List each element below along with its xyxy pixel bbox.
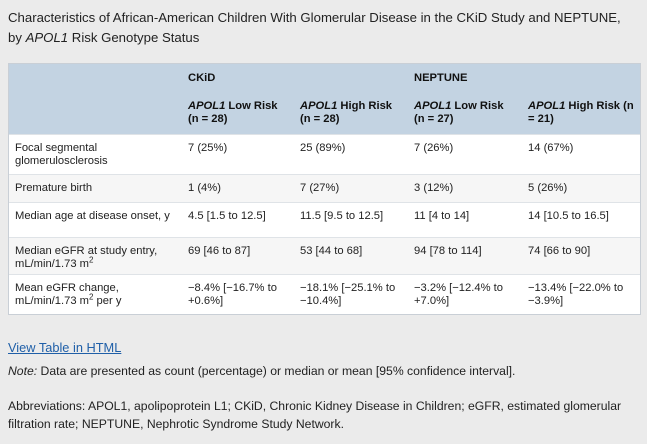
- corner-cell-2: [9, 98, 182, 135]
- table-cell: 94 [78 to 114]: [408, 237, 523, 275]
- table-cell: 74 [66 to 90]: [522, 237, 641, 275]
- table-cell: −18.1% [−25.1% to −10.4%]: [294, 274, 409, 314]
- caption-gene: APOL1: [25, 30, 69, 45]
- table-cell: 14 [10.5 to 16.5]: [522, 202, 641, 238]
- table-cell: 69 [46 to 87]: [182, 237, 294, 275]
- note-label: Note:: [8, 364, 38, 378]
- table-row: Premature birth 1 (4%) 7 (27%) 3 (12%) 5…: [9, 174, 641, 203]
- characteristics-table: CKiD NEPTUNE APOL1 Low Risk (n = 28) APO…: [9, 64, 641, 314]
- group-header-row: CKiD NEPTUNE: [9, 64, 641, 98]
- table-note: Note: Data are presented as count (perce…: [8, 362, 640, 380]
- table-cell: 7 (25%): [182, 134, 294, 175]
- column-header: APOL1 High Risk (n = 28): [300, 100, 393, 125]
- row-label: Focal segmental glomerulosclerosis: [9, 134, 182, 175]
- table-cell: 3 (12%): [408, 174, 523, 203]
- row-label: Premature birth: [9, 174, 182, 203]
- table-row: Median age at disease onset, y 4.5 [1.5 …: [9, 202, 641, 238]
- table-cell: 11.5 [9.5 to 12.5]: [294, 202, 409, 238]
- table-cell: 7 (26%): [408, 134, 523, 175]
- abbreviations-text: Abbreviations: APOL1, apolipoprotein L1;…: [8, 399, 622, 431]
- table-cell: 7 (27%): [294, 174, 409, 203]
- table-row: Median eGFR at study entry, mL/min/1.73 …: [9, 237, 641, 275]
- table-cell: 4.5 [1.5 to 12.5]: [182, 202, 294, 238]
- view-table-html-link[interactable]: View Table in HTML: [8, 340, 122, 355]
- table-cell: 14 (67%): [522, 134, 641, 175]
- column-header-row: APOL1 Low Risk (n = 28) APOL1 High Risk …: [9, 98, 641, 135]
- table-row: Mean eGFR change, mL/min/1.73 m2 per y −…: [9, 274, 641, 314]
- row-label: Mean eGFR change, mL/min/1.73 m2 per y: [9, 274, 182, 314]
- corner-cell: [9, 64, 182, 98]
- table-cell: −8.4% [−16.7% to +0.6%]: [182, 274, 294, 314]
- column-header: APOL1 Low Risk (n = 28): [188, 100, 278, 125]
- table-cell: −3.2% [−12.4% to +7.0%]: [408, 274, 523, 314]
- column-header: APOL1 High Risk (n = 21): [528, 100, 634, 125]
- row-label: Median eGFR at study entry, mL/min/1.73 …: [9, 237, 182, 275]
- table-cell: 1 (4%): [182, 174, 294, 203]
- data-table-container: CKiD NEPTUNE APOL1 Low Risk (n = 28) APO…: [8, 63, 641, 315]
- table-cell: 53 [44 to 68]: [294, 237, 409, 275]
- table-cell: 25 (89%): [294, 134, 409, 175]
- caption-suffix: Risk Genotype Status: [68, 30, 200, 45]
- group-header-neptune: NEPTUNE: [414, 72, 468, 84]
- caption-prefix: by: [8, 30, 26, 45]
- caption-line-1: Characteristics of African-American Chil…: [8, 10, 621, 25]
- note-text: Data are presented as count (percentage)…: [37, 364, 516, 378]
- table-cell: −13.4% [−22.0% to −3.9%]: [522, 274, 641, 314]
- caption-line-2: by APOL1 Risk Genotype Status: [8, 28, 640, 48]
- table-cell: 5 (26%): [522, 174, 641, 203]
- table-cell: 11 [4 to 14]: [408, 202, 523, 238]
- table-caption: Characteristics of African-American Chil…: [8, 8, 640, 48]
- group-header-ckid: CKiD: [188, 72, 216, 84]
- row-label: Median age at disease onset, y: [9, 202, 182, 238]
- table-row: Focal segmental glomerulosclerosis 7 (25…: [9, 134, 641, 175]
- column-header: APOL1 Low Risk (n = 27): [414, 100, 504, 125]
